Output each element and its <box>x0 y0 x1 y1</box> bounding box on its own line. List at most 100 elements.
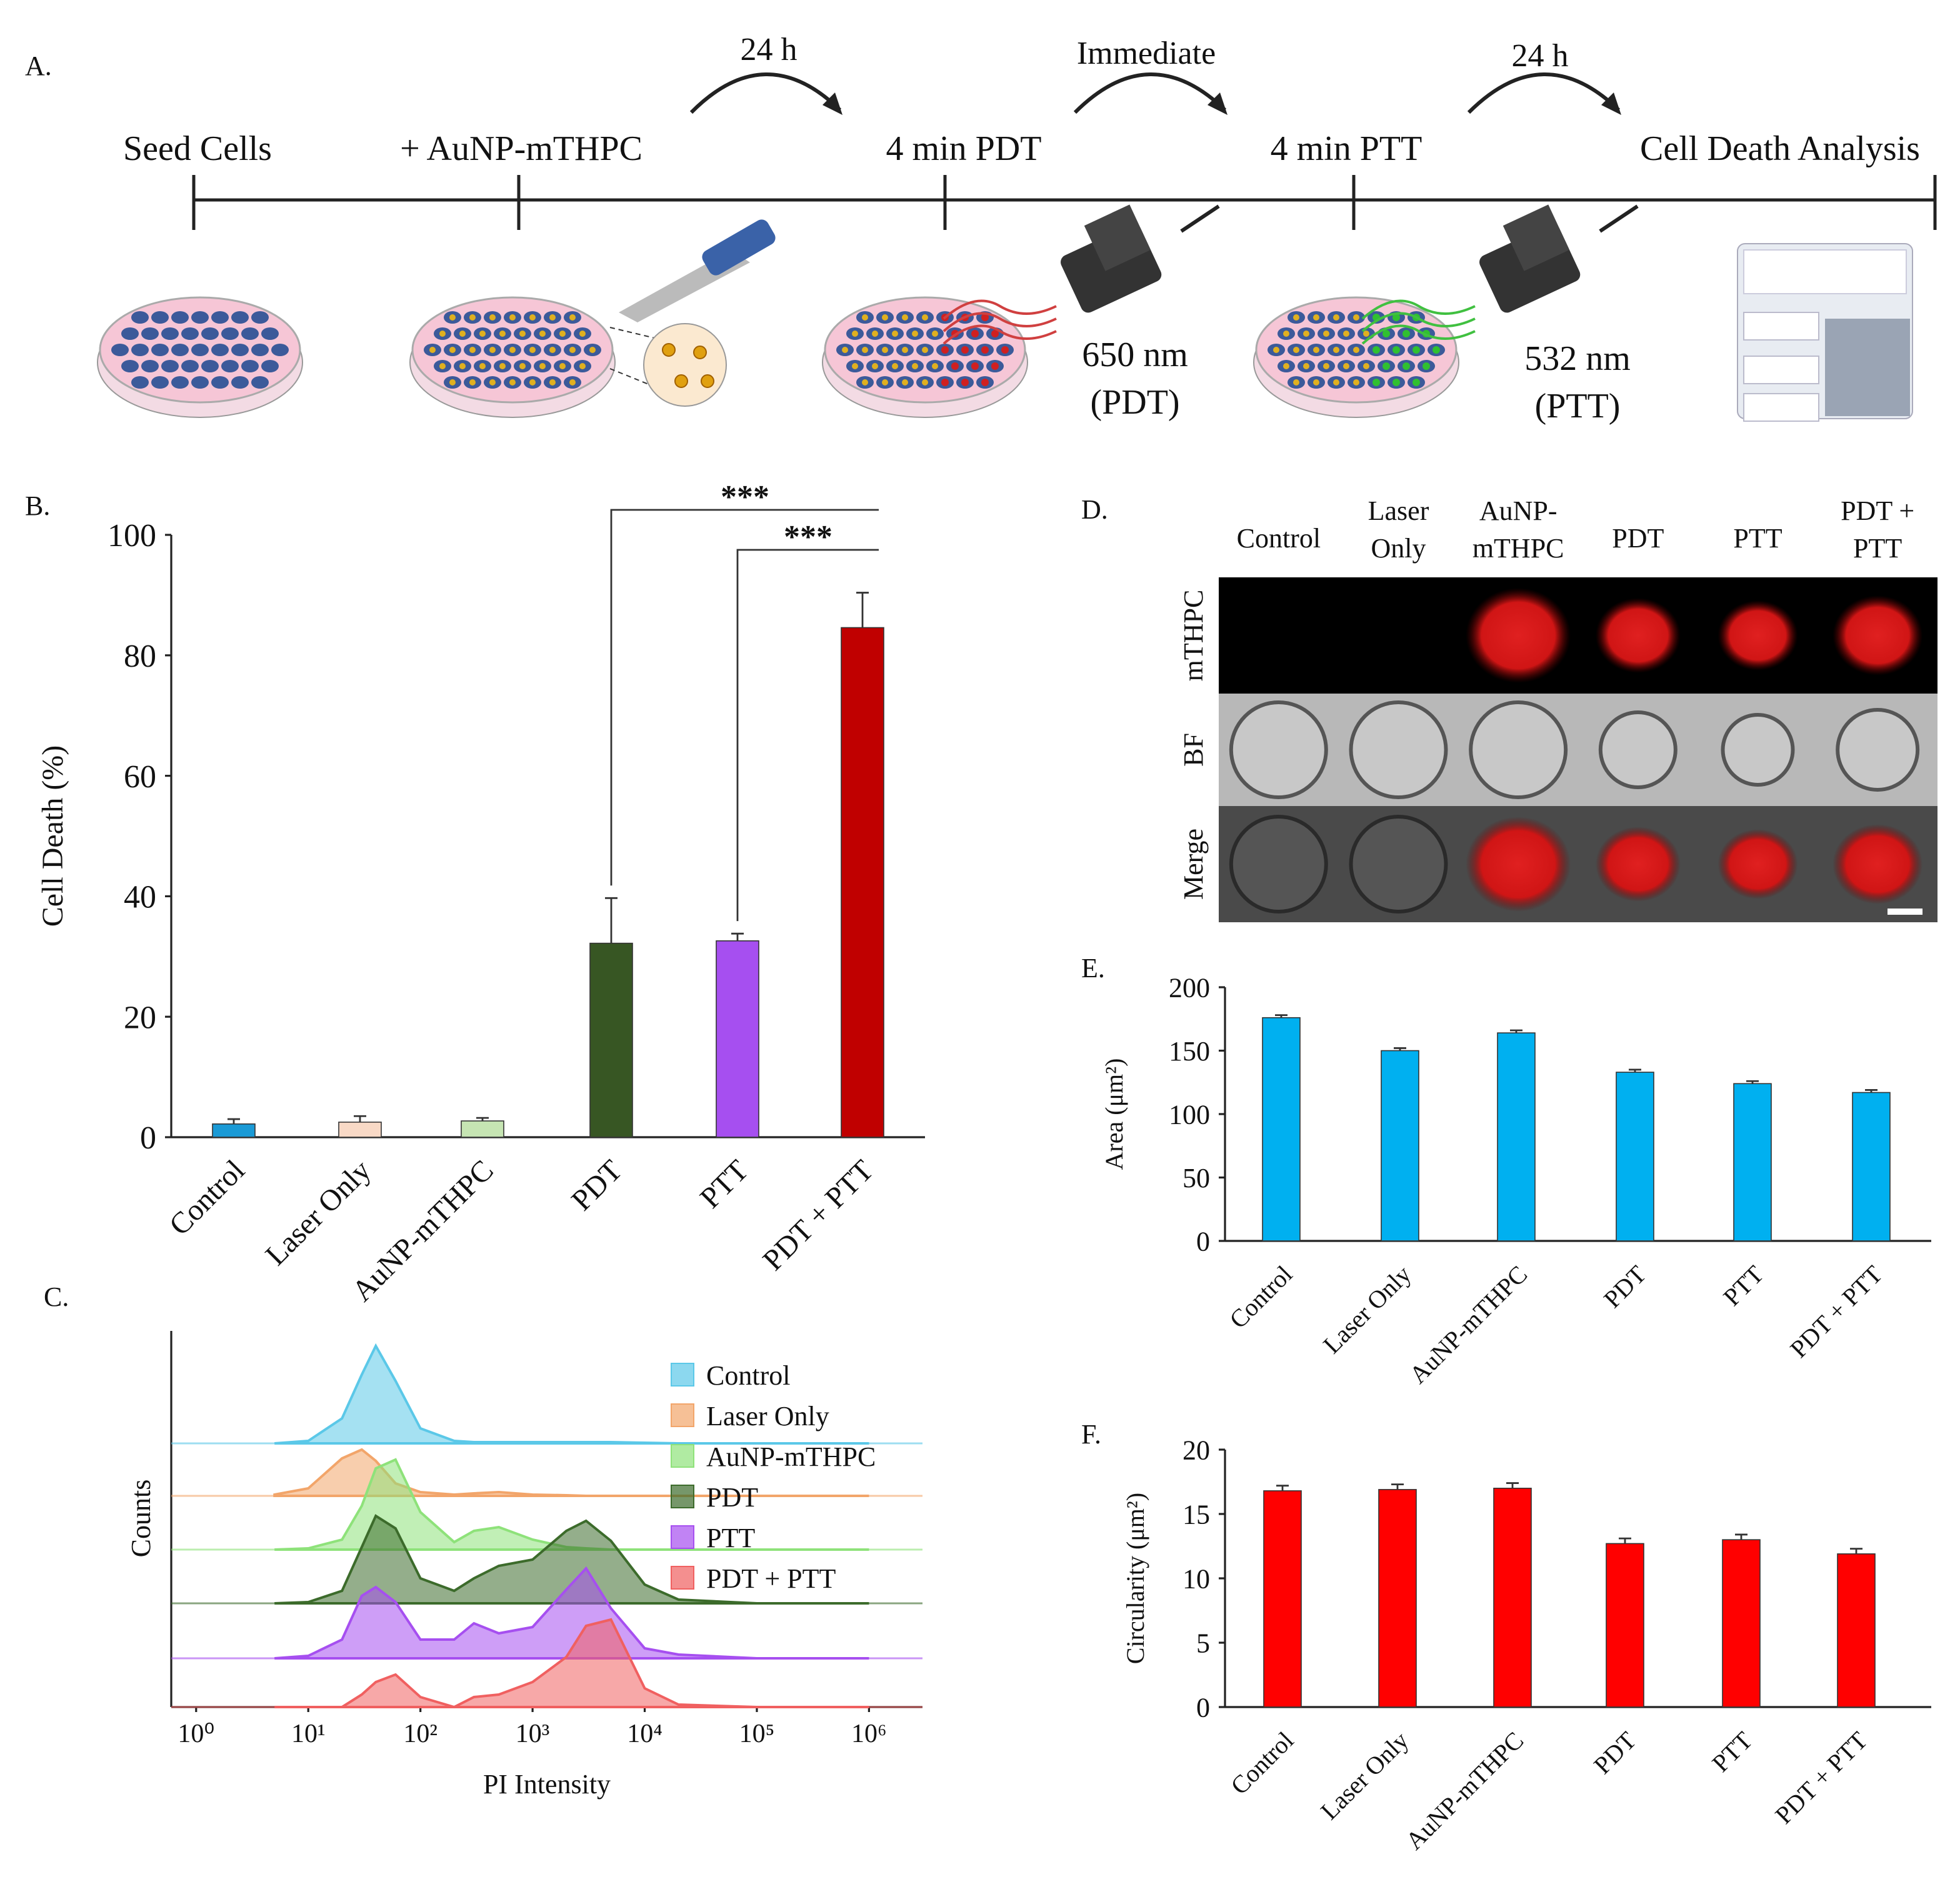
error-bar <box>605 897 618 944</box>
nanoparticle <box>1333 379 1339 386</box>
zoom-circle <box>643 323 727 407</box>
nanoparticle <box>459 363 466 369</box>
legend-swatch <box>671 1403 694 1427</box>
cytometer-drawer <box>1743 312 1819 341</box>
cell <box>221 327 239 340</box>
cell <box>161 327 179 340</box>
legend-swatch <box>671 1363 694 1387</box>
nanoparticle <box>852 331 858 337</box>
bar <box>716 940 759 1138</box>
nanoparticle <box>862 347 868 353</box>
nanoparticle <box>862 379 868 386</box>
step-label: 4 min PTT <box>1271 129 1422 168</box>
lit-cell <box>1412 379 1420 386</box>
legend-label: AuNP-mTHPC <box>706 1441 876 1472</box>
y-axis-label: Area (μm²) <box>1100 1058 1128 1170</box>
x-tick-label: 10⁰ <box>178 1720 214 1748</box>
lit-cell <box>981 314 989 321</box>
column-header: AuNP-mTHPC <box>1472 495 1564 564</box>
bar <box>212 1123 256 1138</box>
cell <box>151 376 169 389</box>
column-header-line: PTT <box>1733 523 1782 554</box>
image-row <box>1219 806 1938 922</box>
laser-cable <box>1180 204 1220 233</box>
cell-fluorescence <box>1718 829 1798 899</box>
arrow-head <box>1208 92 1228 115</box>
y-tick-label: 80 <box>124 639 156 674</box>
column-header: PDT + PTT <box>1841 495 1914 564</box>
error-bar <box>731 932 744 941</box>
y-axis-label: Counts <box>126 1480 156 1558</box>
laser-beam <box>942 324 1057 345</box>
error-bar <box>1394 1047 1406 1051</box>
interval-arrow <box>689 72 842 114</box>
y-tick-label: 200 <box>1169 972 1210 1003</box>
error-bar <box>1850 1548 1862 1554</box>
significance-bracket <box>736 549 879 922</box>
error-bar <box>1619 1537 1631 1544</box>
x-tick-label: PDT + PTT <box>756 1153 879 1277</box>
x-tick-label: 10² <box>403 1720 438 1748</box>
lit-cell <box>961 346 969 354</box>
nanoparticle <box>1333 347 1339 353</box>
x-tick-label: PDT + PTT <box>1784 1260 1888 1363</box>
bar <box>1722 1539 1761 1708</box>
x-tick-label: PDT + PTT <box>1769 1726 1872 1830</box>
laser-cable <box>1599 204 1639 233</box>
y-tick-label: 100 <box>1169 1099 1210 1130</box>
cell <box>241 327 259 340</box>
x-tick-label: Laser Only <box>1315 1726 1414 1825</box>
cell-image <box>1229 815 1328 914</box>
legend-swatch <box>671 1485 694 1508</box>
lit-cell <box>981 379 989 386</box>
lit-cell <box>991 330 999 337</box>
lit-cell <box>941 379 949 386</box>
error-bar <box>1391 1483 1404 1490</box>
y-axis-label: Circularity (μm²) <box>1121 1493 1149 1664</box>
error-bar <box>354 1115 366 1122</box>
y-tick-label: 0 <box>1196 1226 1210 1257</box>
cell <box>201 360 219 372</box>
column-header: PDT <box>1612 523 1664 554</box>
laser-label: 650 nm <box>1082 336 1188 374</box>
cell-image <box>1721 713 1795 787</box>
column-header-line: Only <box>1371 533 1426 564</box>
cell-image <box>1469 700 1568 799</box>
laser-body <box>1084 204 1151 271</box>
nanoparticle <box>932 363 938 369</box>
bar <box>1497 1032 1536 1242</box>
nanoparticle <box>882 314 888 321</box>
bar <box>1263 1490 1302 1708</box>
column-header: PTT <box>1733 523 1782 554</box>
bar <box>1852 1092 1891 1242</box>
nanoparticle <box>1343 363 1349 369</box>
laser-beam <box>1361 312 1476 332</box>
interval-label: Immediate <box>1077 36 1216 71</box>
cell <box>181 360 199 372</box>
bar <box>1378 1489 1417 1708</box>
nanoparticle <box>549 379 556 386</box>
x-tick-label: AuNP-mTHPC <box>1404 1260 1532 1389</box>
step-label: 4 min PDT <box>886 129 1042 168</box>
column-header-line: AuNP- <box>1479 495 1558 526</box>
nanoparticle <box>912 331 918 337</box>
y-tick-label: 60 <box>124 759 156 795</box>
nanoparticle <box>499 363 506 369</box>
nanoparticle <box>469 314 476 321</box>
cell-image <box>1349 815 1448 914</box>
cell <box>131 344 149 356</box>
lit-cell <box>1392 379 1400 386</box>
arrow-head <box>822 92 842 115</box>
nanoparticle <box>489 347 496 353</box>
x-tick-label: 10⁴ <box>627 1720 662 1748</box>
bar <box>1493 1488 1532 1708</box>
bar <box>1381 1050 1419 1242</box>
interval-arrow <box>1073 72 1227 114</box>
x-tick-label: 10³ <box>516 1720 550 1748</box>
lit-cell <box>1382 362 1390 370</box>
cell <box>171 311 189 324</box>
laser-label: (PDT) <box>1090 383 1179 422</box>
panel-label: F. <box>1081 1419 1101 1450</box>
column-header-line: PDT <box>1612 523 1664 554</box>
x-tick-label: PDT <box>1588 1726 1641 1780</box>
